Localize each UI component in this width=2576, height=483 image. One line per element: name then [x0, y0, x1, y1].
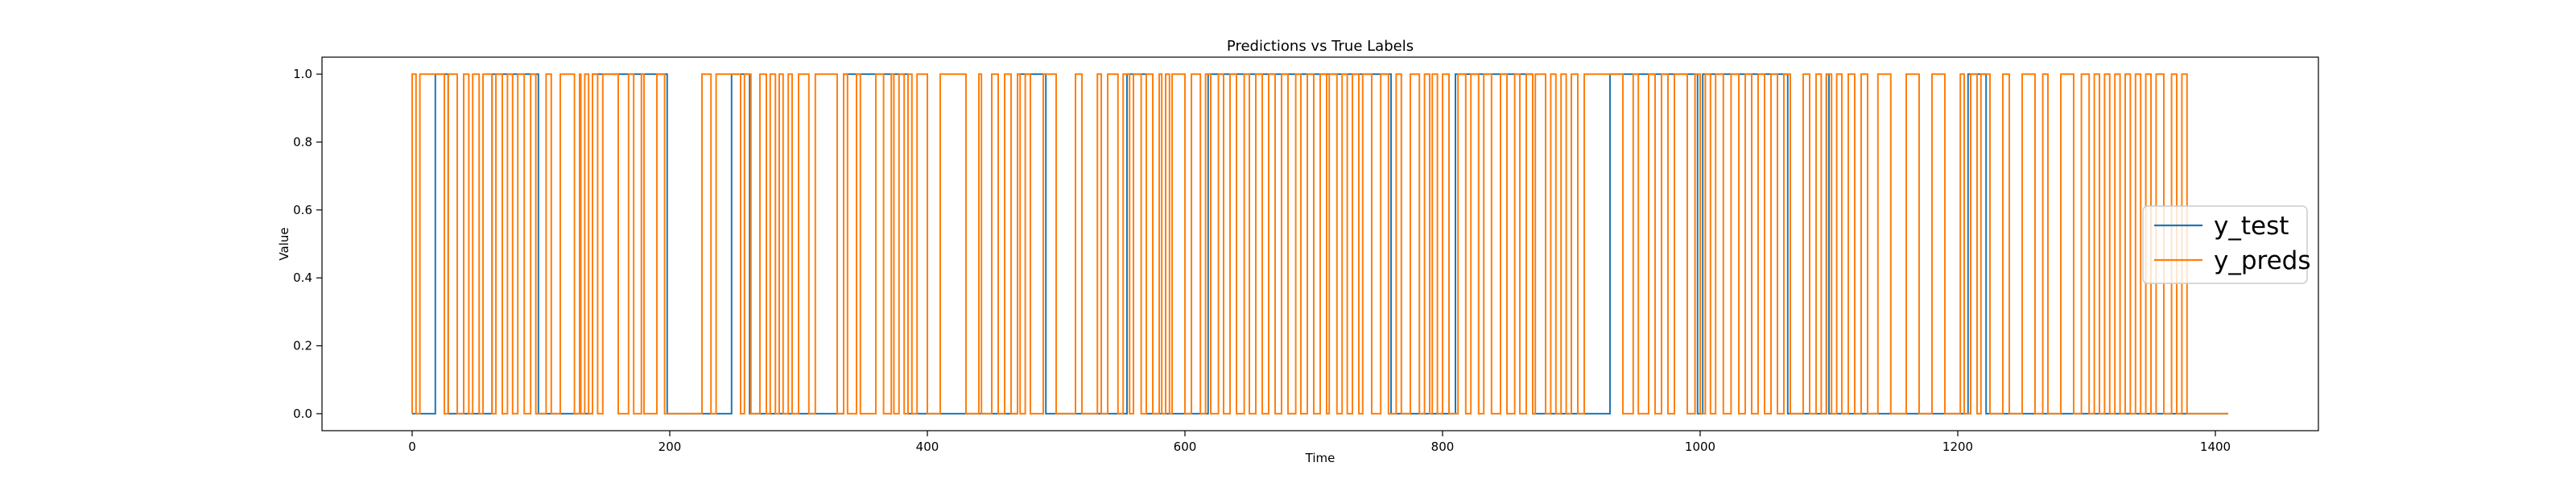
y-tick-label: 0.0	[293, 407, 312, 421]
x-axis-ticks: 0 200 400 600 800 1000 1200 1400	[408, 431, 2231, 454]
x-tick-label: 800	[1431, 440, 1455, 454]
x-axis-label: Time	[1305, 451, 1335, 465]
legend: y_test y_preds	[2142, 205, 2311, 284]
series-layer	[411, 73, 2228, 415]
x-tick-label: 600	[1174, 440, 1197, 454]
x-tick-label: 400	[916, 440, 939, 454]
y-tick-label: 0.2	[293, 339, 312, 353]
plot-area	[321, 56, 2319, 431]
x-tick-label: 1400	[2200, 440, 2231, 454]
y-tick-label: 1.0	[293, 67, 312, 81]
y-axis-label: Value	[277, 227, 291, 260]
legend-label-y-test: y_test	[2214, 212, 2289, 241]
plot-frame	[321, 56, 2319, 431]
x-tick-label: 1000	[1685, 440, 1715, 454]
y-tick-label: 0.6	[293, 203, 312, 217]
x-tick-label: 200	[658, 440, 682, 454]
x-tick-label: 1200	[1942, 440, 1973, 454]
y-tick-label: 0.4	[293, 270, 312, 285]
x-tick-label: 0	[408, 440, 416, 454]
y-axis-ticks: 0.0 0.2 0.4 0.6 0.8 1.0	[293, 67, 322, 421]
legend-label-y-preds: y_preds	[2214, 246, 2311, 275]
y-tick-label: 0.8	[293, 134, 312, 149]
series-line-y-preds	[411, 73, 2228, 415]
chart-title: Predictions vs True Labels	[1227, 38, 1414, 55]
